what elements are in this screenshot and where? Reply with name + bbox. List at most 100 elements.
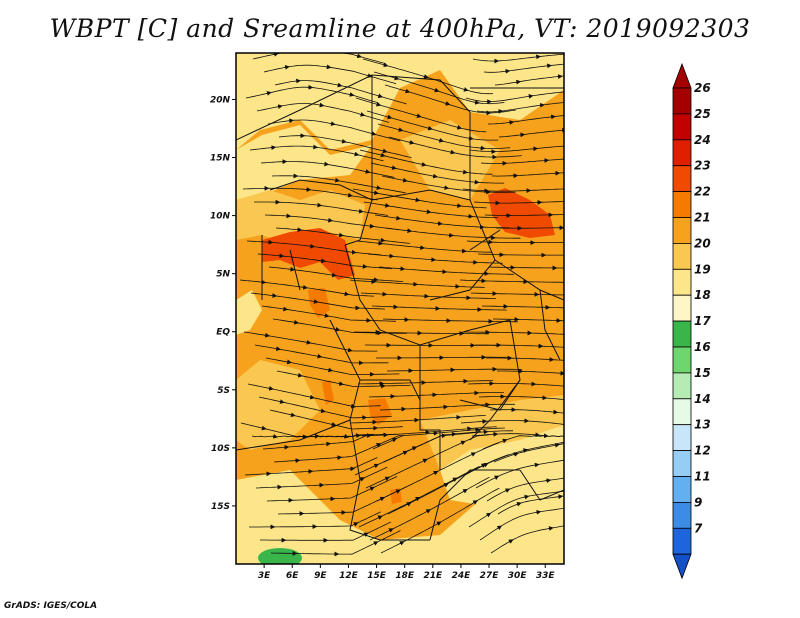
map-frame — [235, 52, 565, 565]
streamline-arrow — [380, 152, 386, 158]
colorbar-label: 19 — [694, 262, 711, 276]
streamline-arrow — [330, 121, 336, 126]
colorbar-swatch — [672, 217, 692, 244]
streamline-arrow — [434, 87, 440, 93]
colorbar-swatch — [672, 113, 692, 141]
lon-tick-label: 21E — [423, 571, 443, 581]
streamline — [462, 188, 564, 192]
streamline — [466, 240, 564, 244]
streamline-arrow — [335, 327, 341, 332]
streamline — [484, 214, 564, 216]
streamline-arrow — [377, 93, 384, 99]
streamline-arrow — [423, 74, 429, 79]
streamline-arrow — [376, 101, 382, 107]
streamline — [475, 344, 564, 348]
streamline-arrow — [360, 112, 366, 117]
streamline-arrow — [436, 521, 442, 526]
streamline-arrow — [367, 73, 373, 78]
streamline-arrow — [324, 313, 330, 318]
streamline-arrow — [347, 192, 353, 198]
lon-tick-label: 9E — [314, 571, 327, 581]
colorbar-swatch — [672, 372, 692, 400]
streamline-arrow — [470, 452, 477, 457]
streamline-arrow — [268, 385, 274, 391]
streamline — [472, 53, 564, 62]
streamline — [459, 279, 564, 283]
streamline-arrow — [391, 165, 397, 170]
streamline-arrow — [388, 528, 394, 533]
streamline-arrow — [460, 440, 466, 446]
streamline-arrow — [425, 509, 432, 514]
lon-tick-label: 30E — [508, 571, 528, 581]
streamline-arrow — [504, 488, 511, 493]
colorbar-label: 21 — [694, 211, 711, 225]
colorbar-label: 18 — [694, 288, 711, 302]
colorbar-label: 17 — [694, 314, 711, 328]
wbpt-shading-hot — [262, 188, 555, 504]
streamline-arrow — [327, 367, 334, 373]
streamline-arrow — [347, 347, 353, 353]
colorbar-swatch — [672, 87, 692, 115]
streamline-arrow — [379, 496, 385, 502]
colorbar-swatch — [672, 424, 692, 452]
streamline-arrow — [485, 512, 492, 518]
streamline-arrow — [272, 433, 279, 439]
streamline-arrow — [350, 403, 356, 409]
streamline-arrow — [356, 53, 362, 59]
longitude-axis: 3E 6E 9E 12E 15E 18E 21E 24E 27E 30E 33E — [258, 564, 555, 581]
streamline-arrow — [286, 359, 292, 365]
streamline-arrow — [445, 101, 451, 106]
streamline-arrow — [534, 462, 540, 468]
streamline-arrow — [320, 408, 326, 414]
streamline-arrow — [411, 446, 418, 451]
streamline-arrow — [524, 494, 530, 500]
streamline-arrow — [438, 138, 445, 143]
streamline-arrow — [277, 104, 283, 110]
grads-credit: GrADS: IGES/COLA — [4, 601, 98, 611]
streamline-arrow — [415, 496, 421, 502]
streamline — [469, 145, 564, 153]
colorbar-swatch — [672, 268, 692, 296]
colorbar-label: 22 — [694, 185, 711, 199]
streamline-arrow — [279, 399, 285, 404]
streamline-arrow — [474, 99, 480, 105]
streamline-arrow — [377, 515, 383, 520]
streamline-arrow — [480, 463, 487, 469]
streamline-arrow — [399, 541, 405, 546]
colorbar-label: 15 — [694, 366, 711, 380]
streamline-arrow — [297, 372, 303, 378]
streamline-arrow — [508, 539, 514, 544]
streamline-arrow — [376, 443, 382, 448]
streamline-arrow — [513, 452, 519, 457]
streamline-arrow — [369, 486, 375, 492]
lon-tick-label: 3E — [258, 571, 271, 581]
streamline — [498, 129, 564, 138]
streamline-arrow — [421, 162, 427, 167]
wbpt-shading-mid — [236, 120, 564, 470]
lon-tick-label: 6E — [286, 571, 299, 581]
streamline — [481, 305, 564, 309]
streamline — [495, 227, 564, 229]
streamline — [470, 292, 564, 296]
streamline-arrow — [463, 87, 469, 92]
streamline — [477, 253, 564, 256]
streamline-arrow — [443, 483, 449, 488]
streamline-arrow — [338, 381, 345, 386]
streamline — [468, 490, 564, 528]
streamline-arrow — [309, 394, 315, 400]
colorbar-bottom-arrow — [672, 553, 692, 580]
colorbar: 26 25 24 23 22 21 20 19 18 17 16 15 14 13 12 11 9 7 — [672, 62, 711, 580]
lat-tick-label: 10S — [211, 444, 230, 454]
streamline-arrow — [409, 140, 415, 145]
streamline-arrow — [452, 477, 458, 482]
streamline — [486, 477, 564, 502]
streamline-arrow — [273, 53, 279, 57]
streamline-arrow — [275, 346, 282, 351]
streamline-arrow — [331, 422, 337, 427]
streamline-arrow — [398, 127, 404, 132]
map-plot-area — [236, 53, 564, 564]
colorbar-label: 14 — [694, 392, 711, 406]
streamline — [494, 75, 564, 86]
streamline — [493, 443, 564, 463]
